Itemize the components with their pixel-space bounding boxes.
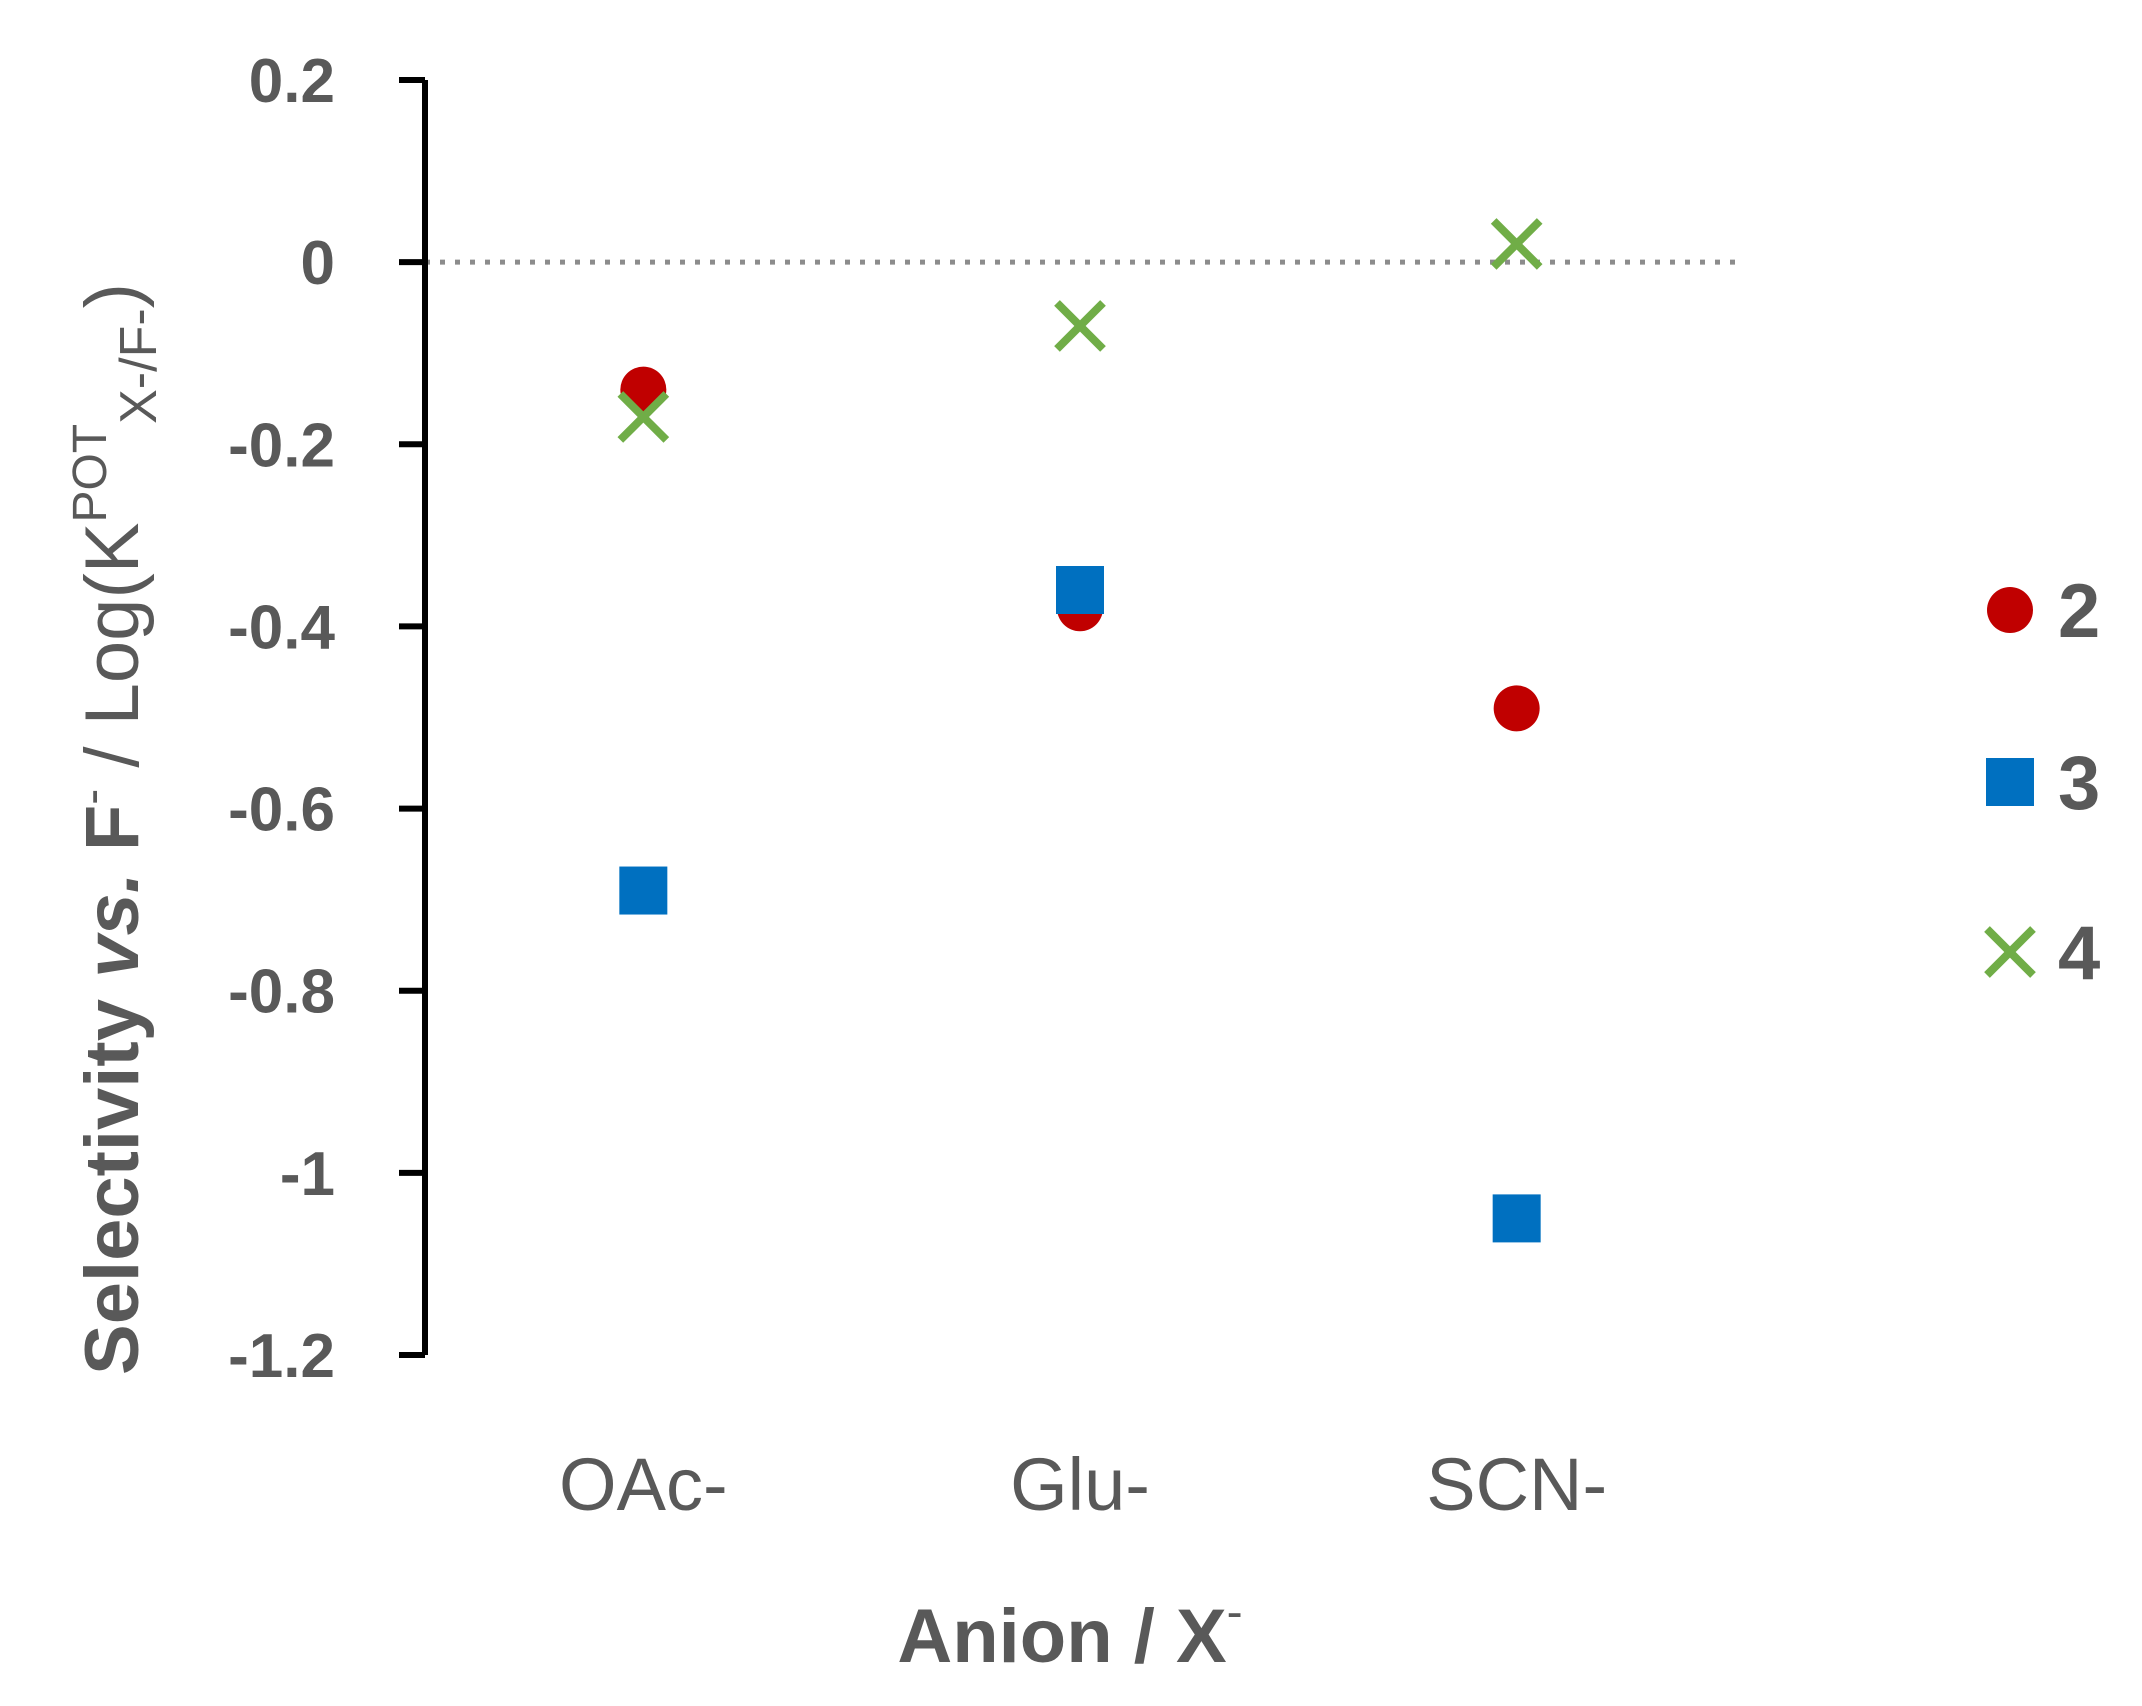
y-axis-title: Selectivity vs. F- / Log(KPOTX-/F-) <box>64 283 168 1375</box>
y-tick-label: -1.2 <box>228 1322 335 1391</box>
legend-marker-series-4 <box>1984 926 2036 978</box>
legend-label-series-3: 3 <box>2058 741 2100 826</box>
data-point-series-3 <box>619 866 668 915</box>
x-category-label: OAc- <box>559 1443 728 1526</box>
y-tick-label: 0.2 <box>249 47 335 116</box>
y-tick-label: -1 <box>280 1140 335 1209</box>
y-tick-label: 0 <box>301 229 335 298</box>
data-point-series-4 <box>617 391 670 443</box>
legend-marker-series-2 <box>1987 587 2033 633</box>
y-axis-title-vs: vs. <box>70 872 155 978</box>
legend: 2 3 4 <box>1984 569 2100 996</box>
y-tick-labels: 0.2 0 -0.2 -0.4 -0.6 -0.8 -1 -1.2 <box>228 47 335 1391</box>
x-axis-title: Anion / X- <box>897 1586 1242 1679</box>
data-point-series-4 <box>1490 218 1543 270</box>
x-axis-title-main: Anion / X <box>897 1594 1227 1679</box>
y-tick-marks <box>399 77 425 1358</box>
data-point-series-4 <box>1054 300 1106 352</box>
data-point-series-3 <box>1492 1194 1541 1243</box>
data-point-series-2 <box>1493 685 1540 732</box>
y-tick-label: -0.6 <box>228 776 335 845</box>
x-category-label: Glu- <box>1010 1443 1150 1526</box>
y-tick-label: -0.2 <box>228 411 335 480</box>
x-category-labels: OAc- Glu- SCN- <box>559 1443 1607 1526</box>
y-axis-title-f: F <box>70 805 155 873</box>
legend-label-series-2: 2 <box>2058 569 2100 654</box>
legend-marker-series-3 <box>1986 758 2034 806</box>
x-axis-title-superscript: - <box>1227 1586 1243 1639</box>
y-tick-label: -0.4 <box>228 593 335 662</box>
legend-label-series-4: 4 <box>2058 911 2100 996</box>
y-axis-title-f-superscript: - <box>66 789 119 805</box>
y-axis-title-close: ) <box>70 283 155 308</box>
y-axis-title-subscript: X-/F- <box>110 308 168 424</box>
y-axis-title-main: Selectivity <box>70 978 155 1375</box>
x-category-label: SCN- <box>1426 1443 1607 1526</box>
y-tick-label: -0.8 <box>228 958 335 1027</box>
y-axis-title-pot: POT <box>64 424 117 523</box>
data-point-series-3 <box>1056 566 1104 614</box>
y-axis-title-log: / Log(K <box>70 523 155 789</box>
data-points <box>617 218 1543 1243</box>
